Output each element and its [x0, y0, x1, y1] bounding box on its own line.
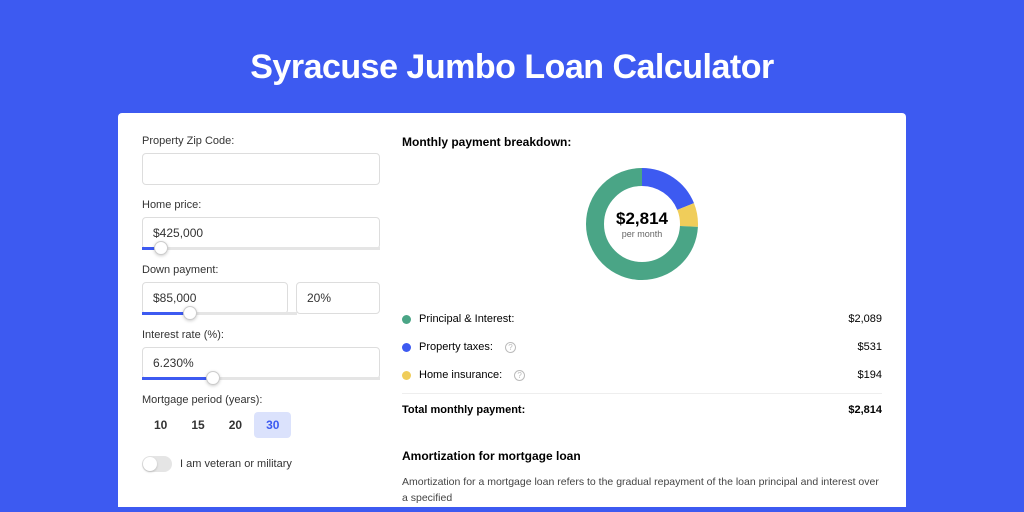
home-price-field: Home price:: [142, 199, 380, 250]
period-option-30[interactable]: 30: [254, 412, 291, 438]
legend-row: Property taxes:? $531: [402, 333, 882, 361]
donut-center: $2,814 per month: [616, 209, 668, 239]
interest-rate-slider-thumb[interactable]: [206, 371, 220, 385]
page-title: Syracuse Jumbo Loan Calculator: [0, 0, 1024, 113]
legend-label: Property taxes:: [419, 341, 493, 353]
breakdown-column: Monthly payment breakdown: $2,814 per mo…: [402, 135, 882, 507]
info-icon[interactable]: ?: [505, 342, 516, 353]
home-price-slider-thumb[interactable]: [154, 241, 168, 255]
total-value: $2,814: [848, 404, 882, 416]
home-price-input[interactable]: [142, 217, 380, 249]
veteran-toggle-knob: [143, 457, 157, 471]
zip-label: Property Zip Code:: [142, 135, 380, 147]
interest-rate-input[interactable]: [142, 347, 380, 379]
donut-chart: $2,814 per month: [581, 163, 703, 285]
down-payment-slider-thumb[interactable]: [183, 306, 197, 320]
amortization-title: Amortization for mortgage loan: [402, 449, 882, 463]
form-column: Property Zip Code: Home price: Down paym…: [142, 135, 380, 507]
breakdown-title: Monthly payment breakdown:: [402, 135, 882, 149]
amortization-section: Amortization for mortgage loan Amortizat…: [402, 442, 882, 507]
period-field: Mortgage period (years): 10152030: [142, 394, 380, 438]
total-row: Total monthly payment: $2,814: [402, 393, 882, 424]
legend-row: Home insurance:? $194: [402, 361, 882, 389]
zip-field: Property Zip Code:: [142, 135, 380, 185]
down-payment-field: Down payment:: [142, 264, 380, 315]
legend-dot-icon: [402, 343, 411, 352]
legend-value: $2,089: [848, 313, 882, 325]
period-option-20[interactable]: 20: [217, 412, 254, 438]
legend-row: Principal & Interest: $2,089: [402, 305, 882, 333]
veteran-toggle[interactable]: [142, 456, 172, 472]
total-label: Total monthly payment:: [402, 404, 525, 416]
legend-dot-icon: [402, 371, 411, 380]
legend: Principal & Interest: $2,089 Property taxe…: [402, 305, 882, 389]
period-label: Mortgage period (years):: [142, 394, 380, 406]
legend-dot-icon: [402, 315, 411, 324]
period-option-10[interactable]: 10: [142, 412, 179, 438]
down-payment-amount-input[interactable]: [142, 282, 288, 314]
down-payment-slider[interactable]: [142, 312, 297, 315]
legend-label: Home insurance:: [419, 369, 502, 381]
legend-value: $531: [858, 341, 882, 353]
donut-chart-wrap: $2,814 per month: [402, 163, 882, 285]
veteran-row: I am veteran or military: [142, 456, 380, 472]
info-icon[interactable]: ?: [514, 370, 525, 381]
zip-input[interactable]: [142, 153, 380, 185]
home-price-slider[interactable]: [142, 247, 380, 250]
down-payment-percent-input[interactable]: [296, 282, 380, 314]
donut-sublabel: per month: [616, 229, 668, 239]
veteran-label: I am veteran or military: [180, 458, 292, 470]
period-options: 10152030: [142, 412, 380, 438]
period-option-15[interactable]: 15: [179, 412, 216, 438]
down-payment-label: Down payment:: [142, 264, 380, 276]
home-price-label: Home price:: [142, 199, 380, 211]
donut-amount: $2,814: [616, 209, 668, 229]
interest-rate-field: Interest rate (%):: [142, 329, 380, 380]
amortization-text: Amortization for a mortgage loan refers …: [402, 475, 882, 507]
legend-label: Principal & Interest:: [419, 313, 514, 325]
interest-rate-slider[interactable]: [142, 377, 380, 380]
interest-rate-label: Interest rate (%):: [142, 329, 380, 341]
legend-value: $194: [858, 369, 882, 381]
calculator-card: Property Zip Code: Home price: Down paym…: [118, 113, 906, 507]
